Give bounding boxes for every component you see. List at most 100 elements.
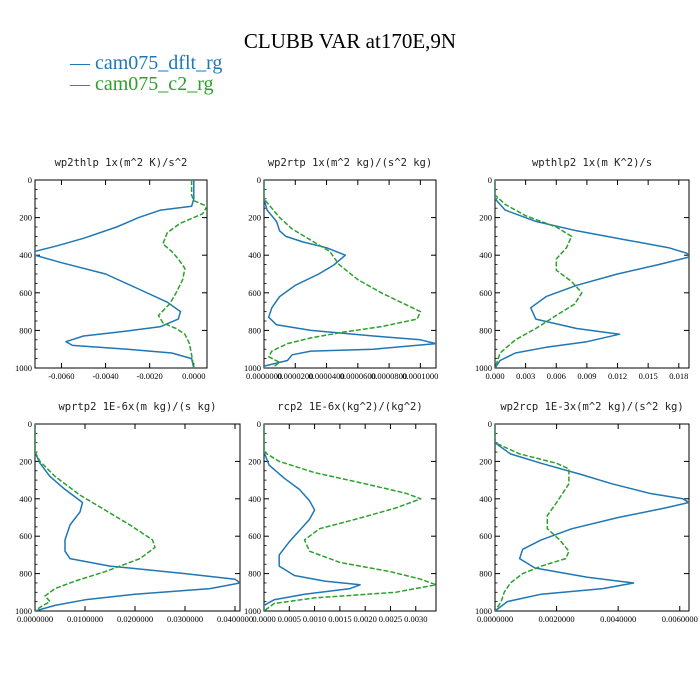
x-tick-label: -0.0040 (92, 371, 118, 381)
plot-frame (34, 423, 241, 612)
series-line-2 (35, 424, 156, 611)
y-tick-label: 800 (248, 325, 261, 335)
x-tick-label: 0.006 (547, 371, 566, 381)
y-tick-label: 600 (19, 531, 32, 541)
x-tick-label: 0.0200000 (117, 614, 153, 624)
x-tick-label: 0.0000 (182, 371, 205, 381)
y-tick-label: 800 (19, 569, 32, 579)
y-tick-label: 200 (19, 213, 32, 223)
x-tick-label: 0.0010 (303, 614, 326, 624)
y-tick-label: 1000 (244, 606, 261, 616)
legend-entry-1: — cam075_dflt_rg (69, 52, 222, 74)
panel-3: wpthlp2 1x(m K^2)/s 0 200 400 600 800 1000 0.00… (475, 157, 690, 381)
x-tick-label: 0.015 (639, 371, 658, 381)
y-tick-label: 400 (479, 494, 492, 504)
series-line-1 (264, 424, 361, 611)
y-tick-label: 200 (248, 456, 261, 466)
y-tick-label: 0 (28, 175, 32, 185)
panel-title: wp2rtp 1x(m^2 kg)/(s^2 kg) (268, 157, 432, 169)
x-tick-label: 0.0020 (353, 614, 376, 624)
series-line-2 (495, 424, 570, 611)
series-line-1 (35, 180, 195, 368)
y-tick-label: 600 (19, 288, 32, 298)
panel-title: wp2thlp 1x(m^2 K)/s^2 (55, 157, 188, 169)
y-tick-label: 0 (488, 419, 492, 429)
panel-title: rcp2 1E-6x(kg^2)/(kg^2) (277, 401, 422, 413)
y-tick-label: 600 (248, 288, 261, 298)
x-tick-label: 0.009 (577, 371, 596, 381)
figure-title: CLUBB VAR at170E,9N (244, 29, 456, 53)
y-tick-label: 400 (248, 250, 261, 260)
y-tick-label: 400 (479, 250, 492, 260)
panel-5: rcp2 1E-6x(kg^2)/(kg^2) 0 200 400 600 800 1000… (244, 401, 437, 624)
panels: wp2thlp 1x(m^2 K)/s^2 0 200 400 600 800 1000 -0… (15, 157, 698, 624)
y-tick-label: 1000 (475, 606, 492, 616)
x-tick-label: 0.0030 (404, 614, 427, 624)
x-tick-label: 0.0005 (278, 614, 301, 624)
x-tick-label: 0.0400000 (217, 614, 253, 624)
y-tick-label: 0 (257, 419, 261, 429)
y-tick-label: 400 (19, 494, 32, 504)
x-tick-label: -0.0060 (48, 371, 74, 381)
panel-4: wprtp2 1E-6x(m kg)/(s kg) 0 200 400 600 800 10… (15, 401, 253, 624)
x-tick-label: 0.012 (608, 371, 627, 381)
x-tick-label: 0.0015 (328, 614, 351, 624)
x-tick-label: 0.0060000 (662, 614, 698, 624)
series-line-2 (264, 180, 422, 368)
y-tick-label: 1000 (15, 363, 32, 373)
x-tick-label: 0.0001000 (402, 371, 438, 381)
y-tick-label: 200 (19, 456, 32, 466)
x-tick-label: 0.003 (516, 371, 535, 381)
panel-title: wp2rcp 1E-3x(m^2 kg)/(s^2 kg) (500, 401, 683, 413)
x-tick-label: -0.0020 (137, 371, 163, 381)
x-tick-label: 0.0025 (379, 614, 402, 624)
panel-6: wp2rcp 1E-3x(m^2 kg)/(s^2 kg) 0 200 400 600 8… (475, 401, 698, 624)
legend-label-2: cam075_c2_rg (95, 73, 214, 95)
x-tick-label: 0.0300000 (167, 614, 203, 624)
y-tick-label: 1000 (15, 606, 32, 616)
x-tick-label: 0.0020000 (539, 614, 575, 624)
plot-frame (494, 423, 690, 612)
series-line-1 (495, 424, 689, 611)
x-tick-label: 0.0000400 (308, 371, 344, 381)
panel-1: wp2thlp 1x(m^2 K)/s^2 0 200 400 600 800 1000 -0… (15, 157, 208, 381)
y-tick-label: 800 (19, 325, 32, 335)
plot-frame (263, 423, 437, 612)
y-tick-label: 1000 (475, 363, 492, 373)
panel-title: wprtp2 1E-6x(m kg)/(s kg) (58, 401, 216, 413)
x-tick-label: 0.0040000 (600, 614, 636, 624)
series-line-2 (264, 424, 436, 611)
series-line-1 (35, 424, 240, 611)
x-tick-label: 0.0100000 (67, 614, 103, 624)
panel-title: wpthlp2 1x(m K^2)/s (532, 157, 652, 169)
series-line-1 (495, 180, 689, 368)
y-tick-label: 800 (248, 569, 261, 579)
x-tick-label: 0.018 (669, 371, 688, 381)
x-tick-label: 0.0000200 (277, 371, 313, 381)
panel-2: wp2rtp 1x(m^2 kg)/(s^2 kg) 0 200 400 600 800 1… (244, 157, 438, 381)
y-tick-label: 200 (248, 213, 261, 223)
legend: — cam075_dflt_rg — cam075_c2_rg (69, 52, 222, 95)
y-tick-label: 1000 (244, 363, 261, 373)
x-tick-label: 0.0000600 (340, 371, 376, 381)
y-tick-label: 400 (248, 494, 261, 504)
x-tick-label: 0.0000 (252, 614, 275, 624)
y-tick-label: 0 (28, 419, 32, 429)
y-tick-label: 600 (479, 288, 492, 298)
y-tick-label: 400 (19, 250, 32, 260)
y-tick-label: 800 (479, 569, 492, 579)
series-line-1 (264, 180, 436, 368)
series-line-2 (157, 180, 207, 368)
y-tick-label: 600 (479, 531, 492, 541)
y-tick-label: 0 (488, 175, 492, 185)
x-tick-label: 0.0000000 (246, 371, 282, 381)
y-tick-label: 800 (479, 325, 492, 335)
x-tick-label: 0.0000000 (477, 614, 513, 624)
y-tick-label: 600 (248, 531, 261, 541)
legend-label-1: cam075_dflt_rg (95, 52, 222, 74)
y-tick-label: 200 (479, 213, 492, 223)
legend-entry-2: — cam075_c2_rg (69, 73, 214, 95)
x-tick-label: 0.0000000 (17, 614, 53, 624)
y-tick-label: 0 (257, 175, 261, 185)
series-line-2 (495, 180, 583, 368)
